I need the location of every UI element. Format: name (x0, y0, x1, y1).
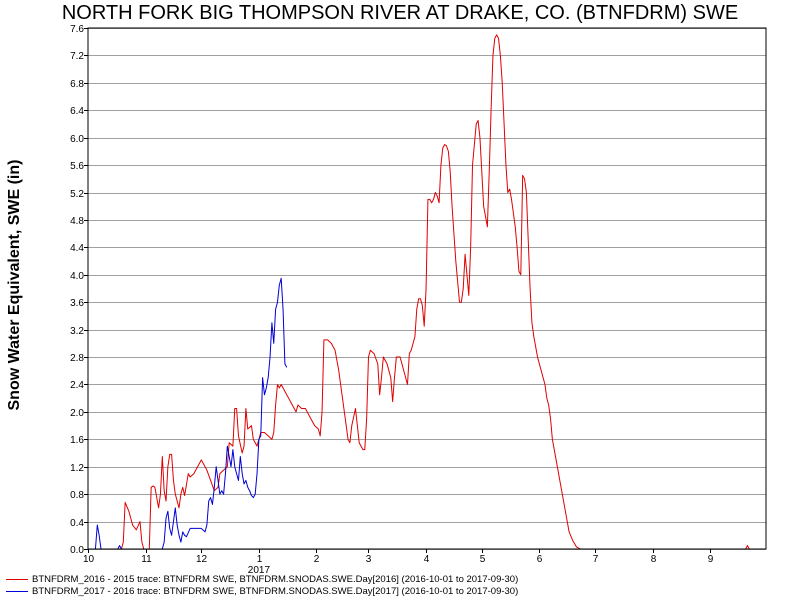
y-tick-label: 4.8 (70, 216, 84, 227)
y-tick-label: 6.0 (70, 134, 84, 145)
x-tick-label: 4 (424, 554, 430, 565)
x-tick-label: 11 (141, 554, 152, 565)
y-tick-label: 3.2 (70, 326, 84, 337)
y-tick-label: 7.2 (70, 51, 84, 62)
y-tick-label: 2.0 (70, 408, 84, 419)
y-tick-label: 6.4 (70, 106, 84, 117)
x-tick-label: 7 (593, 554, 599, 565)
x-tick-label: 10 (83, 554, 95, 565)
y-axis: 0.0 0.4 0.8 1.2 1.6 2.0 2.4 2.8 3.2 3.6 4.0 4.4 4.8 5… (70, 24, 88, 556)
y-tick-label: 5.6 (70, 161, 84, 172)
legend-item-series-1: BTNFDRM_2016 - 2015 trace: BTNFDRM SWE, … (6, 575, 518, 585)
x-tick-label: 1 (257, 554, 263, 565)
y-tick-label: 2.4 (70, 380, 84, 391)
y-tick-label: 5.2 (70, 189, 84, 200)
y-tick-label: 2.8 (70, 353, 84, 364)
legend-swatch-red (6, 578, 28, 580)
y-tick-label: 0.8 (70, 490, 84, 501)
y-tick-label: 6.8 (70, 79, 84, 90)
y-tick-label: 3.6 (70, 298, 84, 309)
x-tick-label: 8 (651, 554, 657, 565)
x-year-label: 2017 (248, 565, 271, 576)
plot-area (88, 28, 766, 549)
y-tick-label: 4.0 (70, 271, 84, 282)
series-line-2 (88, 277, 288, 550)
x-tick-label: 9 (708, 554, 714, 565)
legend-swatch-blue (6, 590, 28, 592)
x-tick-label: 6 (537, 554, 543, 565)
y-tick-label: 1.2 (70, 463, 84, 474)
y-tick-label: 4.4 (70, 243, 84, 254)
y-tick-label: 0.4 (70, 518, 84, 529)
y-tick-label: 0.0 (70, 545, 84, 556)
legend-label: BTNFDRM_2016 - 2015 trace: BTNFDRM SWE, … (32, 574, 519, 585)
x-tick-label: 3 (366, 554, 372, 565)
series-layer (88, 34, 750, 550)
x-tick-label: 2 (314, 554, 320, 565)
grid-lines (88, 28, 766, 550)
y-tick-label: 1.6 (70, 435, 84, 446)
legend-item-series-2: BTNFDRM_2017 - 2016 trace: BTNFDRM SWE, … (6, 587, 518, 597)
series-line-1 (88, 34, 750, 550)
legend-label: BTNFDRM_2017 - 2016 trace: BTNFDRM SWE, … (32, 586, 519, 597)
chart-title: NORTH FORK BIG THOMPSON RIVER AT DRAKE, … (61, 2, 739, 24)
y-tick-label: 7.6 (70, 24, 84, 35)
x-tick-label: 12 (196, 554, 208, 565)
x-tick-label: 5 (480, 554, 486, 565)
